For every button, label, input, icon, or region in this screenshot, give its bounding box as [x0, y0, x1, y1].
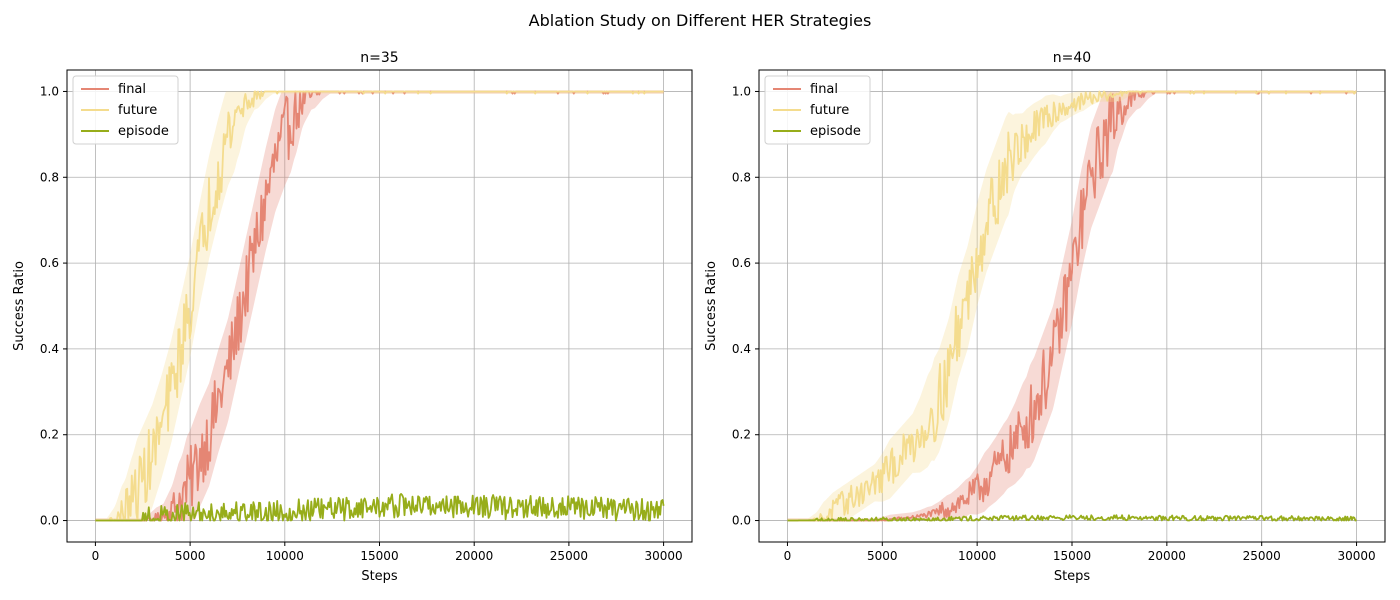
- chart-panel-1: 0 5000 10000 15000 20000 25000 30000 0.0 0.2 0.4 0…: [12, 50, 693, 584]
- chart-panel-2: 0 5000 10000 15000 20000 25000 30000 0.0 0.2 0.4 0…: [704, 50, 1386, 584]
- series-band-final: [787, 91, 1357, 521]
- y-tick-label: 0.6: [40, 256, 59, 270]
- y-tick-label: 1.0: [40, 84, 59, 98]
- plot-area: [95, 90, 665, 522]
- legend-label-episode: episode: [118, 124, 169, 139]
- legend-box: [72, 75, 179, 145]
- y-axis-label: Success Ratio: [12, 261, 27, 351]
- legend: final future episode: [764, 75, 871, 145]
- y-tick-label: 0.6: [732, 256, 751, 270]
- series-line-future: [95, 90, 664, 522]
- legend-label-final: final: [810, 82, 838, 97]
- series-line-episode: [95, 493, 665, 522]
- x-tick-label: 15000: [1053, 549, 1091, 563]
- x-tick-label: 10000: [266, 549, 304, 563]
- y-tick-label: 0.4: [40, 342, 59, 356]
- x-tick-label: 5000: [175, 549, 206, 563]
- figure-suptitle: Ablation Study on Different HER Strategi…: [529, 11, 872, 30]
- legend-box: [764, 75, 871, 145]
- y-tick-label: 0.8: [732, 170, 751, 184]
- legend: final future episode: [72, 75, 179, 145]
- x-tick-label: 30000: [1337, 549, 1375, 563]
- legend-label-future: future: [118, 103, 157, 118]
- x-tick-label: 25000: [1243, 549, 1281, 563]
- y-tick-label: 0.4: [732, 342, 751, 356]
- legend-label-future: future: [810, 103, 849, 118]
- x-tick-label: 10000: [958, 549, 996, 563]
- x-tick-label: 20000: [1148, 549, 1186, 563]
- legend-label-final: final: [118, 82, 146, 97]
- x-tick-label: 5000: [867, 549, 898, 563]
- x-tick-label: 0: [92, 549, 100, 563]
- y-tick-label: 0.2: [732, 428, 751, 442]
- y-axis-label: Success Ratio: [704, 261, 719, 351]
- x-tick-label: 30000: [644, 549, 682, 563]
- y-tick-label: 0.8: [40, 170, 59, 184]
- series-line-episode: [787, 514, 1357, 522]
- x-tick-label: 25000: [550, 549, 588, 563]
- plot-area: [787, 90, 1357, 522]
- y-tick-label: 0.2: [40, 428, 59, 442]
- x-axis-label: Steps: [1054, 569, 1091, 584]
- x-tick-label: 15000: [360, 549, 398, 563]
- series-line-future: [787, 90, 1357, 522]
- chart-title: n=35: [360, 50, 398, 66]
- x-axis-label: Steps: [361, 569, 398, 584]
- x-tick-label: 0: [784, 549, 792, 563]
- y-tick-label: 0.0: [732, 514, 751, 528]
- chart-title: n=40: [1053, 50, 1091, 66]
- x-tick-label: 20000: [455, 549, 493, 563]
- series-band-future: [95, 91, 664, 521]
- y-tick-label: 0.0: [40, 514, 59, 528]
- legend-label-episode: episode: [810, 124, 861, 139]
- y-tick-label: 1.0: [732, 84, 751, 98]
